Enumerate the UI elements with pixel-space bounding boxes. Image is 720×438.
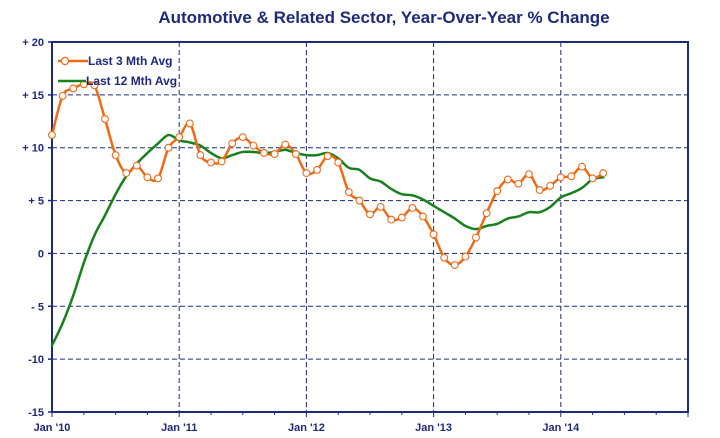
grid-lines <box>52 42 688 412</box>
y-tick-label: -15 <box>28 407 44 419</box>
x-tick-label: Jan '12 <box>288 422 325 434</box>
data-point-3m <box>578 162 586 171</box>
y-tick-label: - 5 <box>31 301 44 313</box>
y-tick-label: 0 <box>38 248 44 260</box>
y-tick-label: -10 <box>28 354 44 366</box>
data-point-3m <box>503 175 512 184</box>
data-point-3m <box>260 149 268 157</box>
data-point-3m <box>440 253 449 262</box>
plot-area <box>51 41 689 413</box>
data-point-3m <box>450 261 459 270</box>
x-tick-label: Jan '14 <box>542 422 580 434</box>
y-axis: + 20 + 15 + 10 + 5 0 - 5 -10 -15 <box>22 37 52 419</box>
data-point-3m <box>461 252 470 261</box>
data-point-3m <box>270 150 279 159</box>
chart-title: Automotive & Related Sector, Year-Over-Y… <box>158 8 609 27</box>
y-tick-label: + 10 <box>22 143 44 155</box>
data-point-3m <box>58 91 67 100</box>
data-point-3m <box>599 169 608 178</box>
data-point-3m <box>397 213 406 222</box>
data-point-3m <box>472 233 480 242</box>
x-tick-label: Jan '13 <box>415 422 452 434</box>
data-point-3m <box>493 187 502 196</box>
data-point-3m <box>154 174 162 183</box>
data-point-3m <box>344 188 353 197</box>
data-point-3m <box>238 133 247 142</box>
data-point-3m <box>207 158 215 167</box>
data-point-3m <box>429 230 438 239</box>
legend: Last 3 Mth Avg Last 12 Mth Avg <box>58 54 177 88</box>
data-point-3m <box>217 157 226 166</box>
data-point-3m <box>366 210 374 219</box>
legend-label-3m: Last 3 Mth Avg <box>88 54 172 68</box>
y-tick-label: + 15 <box>22 90 44 102</box>
data-point-3m <box>567 172 576 181</box>
legend-label-12m: Last 12 Mth Avg <box>86 74 177 88</box>
data-point-3m <box>196 151 205 160</box>
data-point-3m <box>175 133 184 142</box>
x-tick-label: Jan '11 <box>161 422 197 434</box>
data-point-3m <box>291 150 300 159</box>
data-point-3m <box>122 169 131 178</box>
data-point-3m <box>281 140 290 149</box>
data-point-3m <box>313 165 321 174</box>
x-axis: Jan '10 Jan '11 Jan '12 Jan '13 Jan '14 <box>34 412 689 434</box>
data-point-3m <box>132 161 141 170</box>
data-point-3m <box>249 141 258 150</box>
y-tick-label: + 5 <box>28 196 44 208</box>
data-point-3m <box>164 143 173 152</box>
data-point-3m <box>69 84 78 93</box>
data-point-3m <box>334 158 343 167</box>
data-point-3m <box>101 115 109 124</box>
x-tick-label: Jan '10 <box>34 422 71 434</box>
data-point-3m <box>535 186 544 194</box>
data-point-3m <box>588 174 597 183</box>
data-point-3m <box>228 139 237 148</box>
legend-item-12m: Last 12 Mth Avg <box>58 74 177 88</box>
legend-item-3m: Last 3 Mth Avg <box>58 54 172 68</box>
data-point-3m <box>355 196 364 205</box>
data-point-3m <box>525 170 533 179</box>
data-point-3m <box>48 131 56 139</box>
series-layer <box>48 80 608 347</box>
data-point-3m <box>419 212 427 221</box>
data-point-3m <box>323 152 332 161</box>
data-point-3m <box>556 173 565 182</box>
data-point-3m <box>90 81 99 90</box>
series-line-3m <box>50 81 605 267</box>
data-point-3m <box>408 204 417 212</box>
data-point-3m <box>185 119 194 128</box>
y-tick-label: + 20 <box>22 37 44 49</box>
data-point-3m <box>111 151 120 160</box>
data-point-3m <box>387 215 396 224</box>
data-point-3m <box>376 202 385 211</box>
data-point-3m <box>546 181 555 190</box>
data-point-3m <box>302 169 311 178</box>
data-point-3m <box>482 209 491 218</box>
data-point-3m <box>514 179 523 188</box>
legend-marker-3m <box>60 56 70 66</box>
data-point-3m <box>143 173 152 182</box>
